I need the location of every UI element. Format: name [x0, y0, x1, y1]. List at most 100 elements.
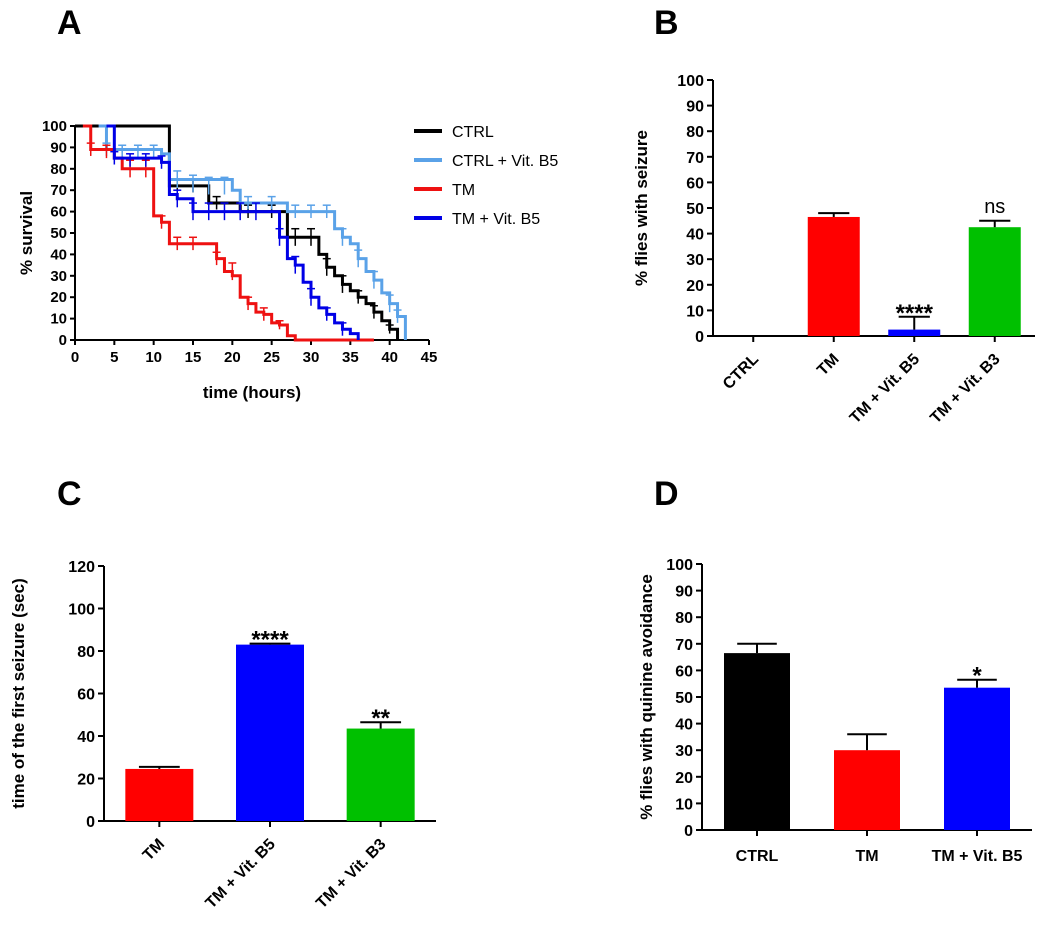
error-bar [322, 204, 331, 219]
error-bar [157, 215, 166, 229]
y-tick-label: 70 [686, 150, 704, 167]
panel-letter-a: A [57, 4, 82, 42]
error-bar [126, 153, 135, 167]
error-bar [267, 195, 276, 210]
x-category-label-ctrl: CTRL [736, 848, 779, 865]
y-tick-label: 70 [50, 182, 67, 199]
error-bar [307, 204, 315, 219]
error-bar [173, 236, 182, 251]
x-tick-label: 25 [263, 349, 280, 366]
x-tick-label: 10 [145, 349, 162, 366]
error-bar [189, 202, 197, 221]
error-bar [212, 195, 221, 210]
series-tm-vit-b5 [106, 124, 360, 340]
error-bar [291, 227, 300, 246]
error-bar [133, 144, 142, 159]
y-tick-label: 40 [675, 717, 693, 734]
bar-group-tm [125, 765, 194, 827]
y-tick-label: 30 [675, 743, 693, 760]
y-tick-label: 60 [77, 687, 95, 704]
panel-letter-c: C [57, 475, 82, 513]
error-bar [173, 189, 182, 208]
x-tick-label: 20 [224, 349, 241, 366]
x-category-label-tm-vit-b5: TM + Vit. B5 [932, 848, 1023, 865]
error-bar [369, 270, 378, 289]
legend-label-tm-vit-b5: TM + Vit. B5 [452, 211, 540, 228]
bar-group-tm [807, 212, 860, 342]
y-tick-label: 20 [50, 289, 67, 306]
y-axis-label: % survival [17, 191, 36, 275]
bar-group-tm-vit-b5: * [944, 663, 1010, 836]
y-tick-label: 50 [50, 225, 67, 242]
y-tick-label: 100 [42, 118, 67, 135]
y-tick-label: 20 [675, 770, 693, 787]
y-tick-label: 30 [50, 268, 67, 285]
error-bar [220, 176, 229, 195]
error-bar [102, 144, 111, 159]
error-bar [369, 305, 378, 319]
error-bar [212, 251, 221, 266]
error-bar [157, 155, 166, 169]
bar-group-ctrl [724, 642, 790, 836]
legend-label-ctrl: CTRL [452, 124, 494, 141]
bar-tm-vit-b3 [968, 227, 1021, 336]
panel-c-first-seizure-chart: C 0 20 40 60 80 100 120 time of the first seizur… [9, 475, 436, 912]
significance-label: **** [251, 627, 289, 654]
y-tick-label: 60 [686, 175, 704, 192]
bar-group-tm-vit-b5: **** [888, 300, 941, 342]
x-category-label-tm: TM [140, 836, 168, 864]
error-bar [259, 307, 268, 321]
y-axis-label: % flies with quinine avoidance [637, 574, 656, 820]
x-category-label-tm-vit-b3: TM + Vit. B3 [313, 836, 389, 912]
bar-tm-vit-b5 [944, 687, 1010, 830]
significance-label: ** [371, 705, 390, 732]
error-bar [393, 309, 402, 323]
y-tick-label: 100 [68, 602, 95, 619]
bar-ctrl [724, 653, 790, 830]
bar-group-tm [834, 733, 900, 836]
y-tick-label: 10 [686, 303, 704, 320]
y-tick-label: 80 [686, 124, 704, 141]
y-tick-label: 120 [68, 559, 95, 576]
error-bar [244, 296, 253, 311]
error-bar [354, 249, 363, 268]
error-bar [322, 257, 331, 276]
error-bar [275, 319, 284, 330]
y-tick-label: 0 [684, 823, 693, 840]
error-bar [307, 287, 315, 306]
y-tick-label: 20 [686, 278, 704, 295]
error-bar [322, 307, 331, 321]
y-tick-label: 100 [677, 73, 704, 90]
panel-letter-b: B [654, 4, 679, 42]
x-category-label-tm: TM [814, 351, 842, 379]
y-tick-label: 90 [686, 99, 704, 116]
error-bar [251, 202, 260, 221]
panel-letter-d: D [654, 475, 679, 513]
bar-tm-vit-b3 [346, 728, 415, 821]
error-bar [291, 255, 300, 274]
error-bar [338, 322, 347, 336]
error-bar [189, 174, 197, 193]
error-bar [338, 275, 347, 293]
y-tick-label: 80 [77, 644, 95, 661]
x-category-label-tm-vit-b5: TM + Vit. B5 [847, 351, 923, 427]
y-tick-label: 80 [50, 161, 67, 178]
x-axis-label: time (hours) [203, 383, 301, 402]
error-bar [204, 176, 213, 195]
y-tick-label: 40 [686, 227, 704, 244]
x-category-label-tm-vit-b5: TM + Vit. B5 [203, 836, 279, 912]
bar-group-tm-vit-b3: ** [346, 705, 415, 827]
y-tick-label: 70 [675, 637, 693, 654]
error-bar [307, 227, 315, 246]
bar-tm-vit-b5 [888, 329, 941, 336]
x-category-label-tm-vit-b3: TM + Vit. B3 [927, 351, 1003, 427]
y-tick-label: 60 [675, 663, 693, 680]
error-bar [354, 290, 363, 304]
error-bar [118, 144, 127, 159]
bar-group-tm-vit-b5: **** [236, 627, 304, 827]
y-axis-label: time of the first seizure (sec) [9, 578, 28, 809]
bar-tm [834, 750, 900, 830]
error-bar [275, 227, 284, 246]
legend-label-ctrl-vit-b5: CTRL + Vit. B5 [452, 153, 558, 170]
